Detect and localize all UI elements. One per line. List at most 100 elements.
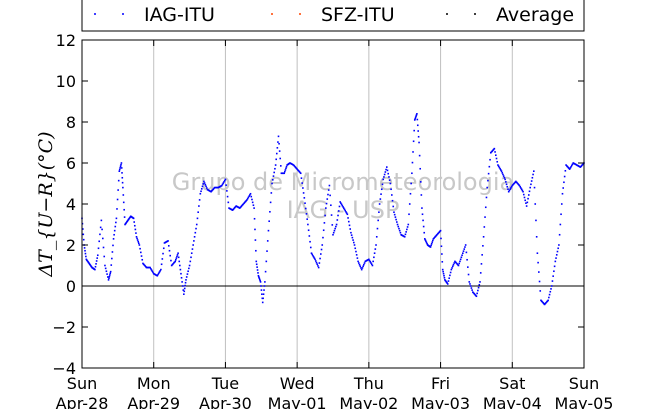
data-point	[497, 164, 499, 166]
legend-marker	[446, 13, 448, 15]
data-point	[494, 151, 496, 153]
data-point	[554, 260, 557, 263]
data-point	[548, 293, 551, 296]
data-point	[505, 183, 508, 186]
data-point	[307, 223, 309, 226]
data-point	[388, 179, 391, 182]
data-point	[462, 252, 464, 254]
data-point	[126, 220, 129, 223]
data-point	[372, 260, 374, 263]
data-point	[405, 231, 407, 233]
data-point	[255, 249, 257, 252]
data-point	[450, 268, 453, 271]
data-point	[465, 251, 468, 254]
data-point	[195, 223, 198, 226]
data-point	[412, 151, 414, 153]
data-point	[90, 265, 92, 267]
data-point	[521, 189, 524, 192]
legend-label: Average	[496, 4, 574, 26]
data-point	[311, 253, 314, 256]
data-point	[304, 207, 307, 210]
data-point	[473, 292, 476, 295]
data-point	[123, 216, 126, 218]
data-point	[459, 260, 461, 263]
data-point	[551, 280, 554, 282]
data-point	[357, 260, 359, 263]
data-point	[533, 170, 535, 172]
data-point	[176, 254, 179, 256]
data-point	[178, 260, 181, 263]
data-point	[464, 246, 466, 248]
data-point	[434, 236, 436, 239]
data-point	[482, 236, 485, 238]
data-point	[485, 196, 488, 199]
data-point	[162, 252, 164, 255]
data-point	[566, 165, 569, 168]
data-point	[141, 258, 144, 261]
y-tick-label: 4	[66, 195, 76, 214]
data-point	[233, 207, 235, 210]
data-point	[142, 263, 145, 266]
data-point	[351, 236, 354, 239]
data-point	[359, 265, 362, 268]
data-point	[85, 255, 87, 258]
data-point	[370, 263, 373, 266]
data-point	[329, 194, 331, 197]
data-point	[233, 206, 236, 209]
data-point	[293, 165, 296, 167]
data-point	[560, 213, 562, 216]
data-point	[132, 217, 135, 220]
data-point	[333, 229, 336, 232]
data-point	[504, 178, 506, 181]
data-point	[362, 265, 364, 268]
data-point	[426, 242, 428, 245]
data-point	[82, 238, 85, 241]
data-point	[84, 252, 87, 255]
data-point	[137, 240, 140, 243]
data-point	[340, 202, 342, 204]
data-point	[103, 255, 106, 258]
data-point	[117, 189, 119, 191]
data-point	[297, 169, 299, 171]
data-point	[527, 197, 529, 200]
data-point	[87, 261, 90, 264]
data-point	[543, 302, 545, 305]
data-point	[256, 266, 258, 268]
data-point	[198, 205, 200, 207]
data-point	[502, 173, 504, 176]
data-point	[143, 264, 146, 266]
data-point	[393, 213, 396, 216]
data-point	[395, 218, 397, 221]
data-point	[213, 187, 215, 190]
data-point	[337, 210, 340, 212]
data-point	[124, 222, 127, 225]
data-point	[167, 240, 169, 242]
legend-label: IAG-ITU	[144, 4, 215, 26]
data-point	[319, 257, 321, 260]
data-point	[292, 164, 295, 166]
data-point	[580, 165, 582, 168]
data-point	[344, 209, 346, 212]
data-point	[129, 216, 131, 218]
data-point	[122, 186, 124, 189]
legend-marker	[474, 13, 476, 15]
data-point	[403, 236, 406, 238]
data-point	[520, 187, 522, 189]
data-point	[121, 172, 123, 174]
data-point	[88, 262, 90, 265]
data-point	[451, 267, 453, 269]
data-point	[115, 221, 117, 224]
data-point	[389, 182, 392, 185]
data-point	[539, 290, 542, 292]
data-point	[569, 167, 572, 169]
data-point	[189, 260, 192, 263]
data-point	[339, 201, 341, 203]
data-point	[96, 254, 99, 257]
data-point	[535, 219, 537, 222]
data-point	[271, 179, 274, 181]
data-point	[531, 176, 534, 179]
data-point	[238, 207, 241, 209]
data-point	[261, 301, 264, 304]
data-point	[421, 213, 424, 216]
data-point	[423, 238, 426, 240]
